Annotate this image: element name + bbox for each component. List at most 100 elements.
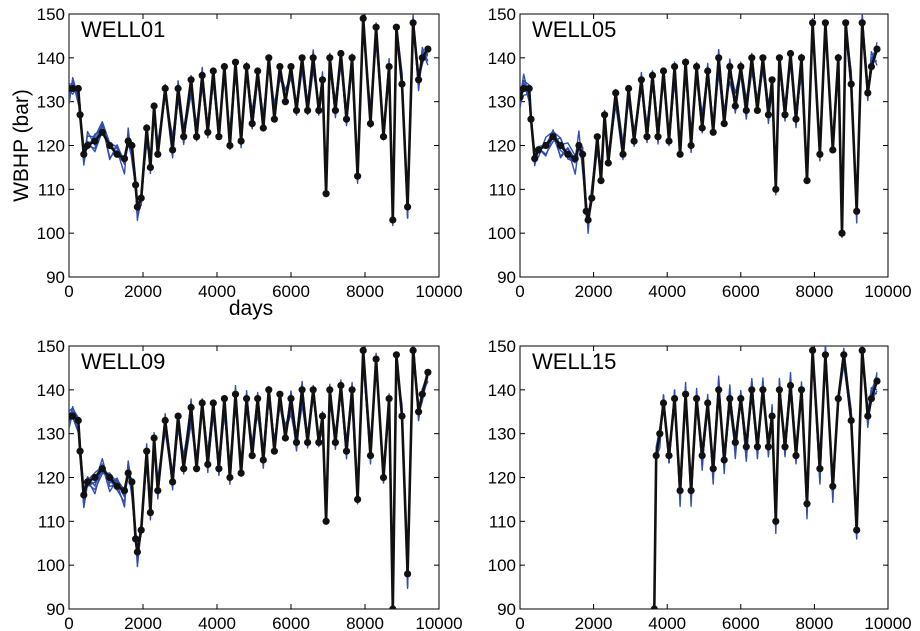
- y-tick-label: 150: [488, 337, 516, 356]
- data-point: [579, 150, 587, 158]
- data-point: [834, 54, 842, 62]
- data-point: [753, 443, 762, 451]
- data-point: [764, 111, 773, 119]
- data-point: [276, 390, 284, 398]
- data-point: [704, 399, 712, 407]
- y-tick-label: 150: [37, 5, 65, 24]
- data-point: [146, 508, 154, 517]
- data-point: [821, 19, 830, 27]
- data-point: [124, 469, 132, 477]
- x-tick-label: 6000: [272, 614, 310, 631]
- y-tick-label: 120: [37, 137, 65, 156]
- data-point: [204, 460, 212, 468]
- data-point: [840, 351, 848, 359]
- data-point: [315, 438, 323, 446]
- data-point: [593, 133, 601, 141]
- x-tick-label: 10000: [864, 282, 911, 301]
- data-point: [204, 128, 212, 136]
- data-point: [775, 386, 784, 394]
- data-point: [137, 194, 145, 202]
- data-point: [106, 473, 114, 482]
- data-point: [424, 45, 432, 53]
- data-point: [113, 482, 121, 490]
- data-point: [226, 141, 234, 150]
- data-point: [704, 67, 712, 75]
- ensemble-line: [653, 346, 878, 609]
- x-tick-label: 2000: [124, 282, 162, 301]
- data-point: [326, 54, 334, 62]
- y-tick-label: 120: [37, 469, 65, 488]
- ensemble-line: [653, 346, 878, 606]
- y-tick-label: 110: [38, 512, 65, 531]
- data-point: [809, 19, 817, 27]
- data-point: [220, 395, 228, 403]
- data-point: [389, 216, 397, 224]
- ensemble-line: [653, 346, 878, 609]
- y-axis-label: WBHP (bar): [10, 89, 33, 202]
- data-point: [781, 111, 789, 119]
- data-point: [816, 465, 824, 473]
- data-point: [209, 67, 217, 75]
- data-point: [858, 19, 866, 27]
- data-point: [709, 128, 717, 136]
- data-point: [150, 102, 158, 110]
- data-point: [76, 111, 84, 119]
- data-point: [797, 386, 806, 394]
- data-point: [83, 141, 92, 150]
- data-point: [259, 124, 267, 132]
- data-point: [113, 150, 121, 158]
- panel-title: WELL05: [532, 17, 616, 42]
- data-point: [737, 63, 745, 71]
- data-point: [748, 54, 756, 62]
- data-point: [379, 473, 388, 482]
- data-point: [98, 128, 106, 136]
- data-point: [853, 207, 861, 215]
- data-point: [318, 76, 327, 84]
- y-tick-label: 140: [488, 381, 516, 400]
- data-point: [137, 526, 145, 534]
- panel-title: WELL09: [81, 349, 165, 374]
- data-point: [298, 54, 306, 62]
- data-point: [816, 150, 824, 158]
- data-point: [525, 84, 533, 93]
- data-point: [69, 84, 77, 93]
- data-point: [337, 49, 345, 58]
- data-point: [354, 495, 362, 503]
- data-point: [133, 548, 141, 556]
- data-point: [786, 381, 795, 390]
- data-point: [220, 63, 228, 71]
- x-tick-label: 10000: [415, 282, 462, 301]
- data-point: [154, 487, 162, 495]
- data-point: [265, 386, 273, 394]
- data-point: [337, 381, 345, 390]
- data-point: [404, 203, 412, 211]
- data-point: [759, 54, 767, 62]
- panel-title: WELL01: [81, 17, 165, 42]
- data-point: [659, 67, 668, 75]
- data-point: [847, 416, 855, 425]
- data-point: [392, 23, 400, 31]
- data-point: [359, 346, 367, 354]
- data-point: [309, 386, 317, 394]
- plot-area: [69, 346, 432, 609]
- y-tick-label: 120: [488, 469, 516, 488]
- data-point: [418, 54, 426, 62]
- data-point: [174, 84, 182, 93]
- data-point: [372, 355, 380, 363]
- data-point: [331, 106, 339, 114]
- y-tick-label: 100: [37, 224, 65, 243]
- data-point: [731, 102, 739, 110]
- data-point: [398, 80, 406, 88]
- data-point: [143, 124, 151, 132]
- x-tick-label: 6000: [272, 282, 310, 301]
- data-point: [687, 141, 695, 150]
- data-point: [748, 386, 756, 394]
- data-point: [315, 106, 323, 114]
- data-point: [354, 172, 362, 180]
- data-point: [604, 159, 612, 167]
- data-point: [372, 23, 380, 31]
- panel-well15: 0 2000 4000 6000 8000 10000 90 100 110 120 130 140 1…: [488, 337, 912, 631]
- data-point: [226, 473, 234, 482]
- data-point: [298, 386, 306, 394]
